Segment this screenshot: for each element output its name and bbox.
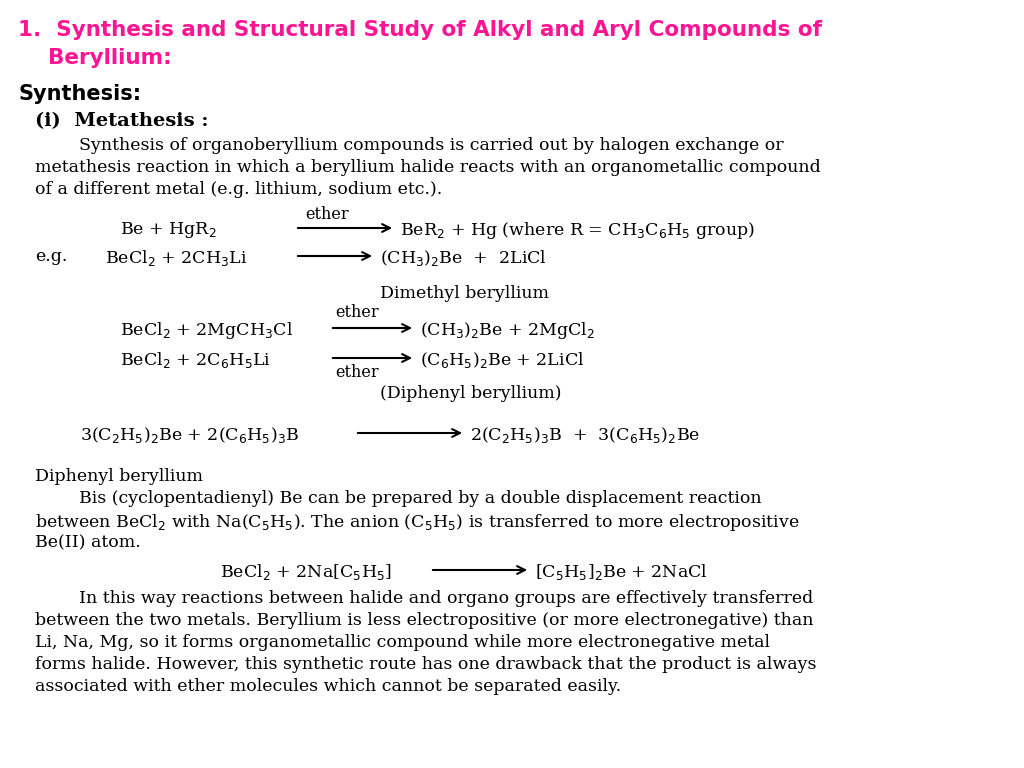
Text: forms halide. However, this synthetic route has one drawback that the product is: forms halide. However, this synthetic ro…: [35, 656, 816, 673]
Text: (CH$_3$)$_2$Be  +  2LiCl: (CH$_3$)$_2$Be + 2LiCl: [380, 248, 547, 268]
Text: In this way reactions between halide and organo groups are effectively transferr: In this way reactions between halide and…: [35, 590, 813, 607]
Text: Synthesis:: Synthesis:: [18, 84, 141, 104]
Text: [C$_5$H$_5$]$_2$Be + 2NaCl: [C$_5$H$_5$]$_2$Be + 2NaCl: [535, 562, 708, 582]
Text: of a different metal (e.g. lithium, sodium etc.).: of a different metal (e.g. lithium, sodi…: [35, 181, 442, 198]
Text: BeCl$_2$ + 2Na[C$_5$H$_5$]: BeCl$_2$ + 2Na[C$_5$H$_5$]: [220, 562, 392, 582]
Text: Bis (cyclopentadienyl) Be can be prepared by a double displacement reaction: Bis (cyclopentadienyl) Be can be prepare…: [35, 490, 762, 507]
Text: BeCl$_2$ + 2CH$_3$Li: BeCl$_2$ + 2CH$_3$Li: [105, 248, 248, 268]
Text: BeCl$_2$ + 2C$_6$H$_5$Li: BeCl$_2$ + 2C$_6$H$_5$Li: [120, 350, 271, 370]
Text: ether: ether: [335, 364, 379, 381]
Text: (C$_6$H$_5$)$_2$Be + 2LiCl: (C$_6$H$_5$)$_2$Be + 2LiCl: [420, 350, 585, 370]
Text: (i)  Metathesis :: (i) Metathesis :: [35, 112, 209, 130]
Text: Synthesis of organoberyllium compounds is carried out by halogen exchange or: Synthesis of organoberyllium compounds i…: [35, 137, 783, 154]
Text: between BeCl$_2$ with Na(C$_5$H$_5$). The anion (C$_5$H$_5$) is transferred to m: between BeCl$_2$ with Na(C$_5$H$_5$). Th…: [35, 512, 800, 533]
Text: associated with ether molecules which cannot be separated easily.: associated with ether molecules which ca…: [35, 678, 622, 695]
Text: BeR$_2$ + Hg (where R = CH$_3$C$_6$H$_5$ group): BeR$_2$ + Hg (where R = CH$_3$C$_6$H$_5$…: [400, 220, 755, 241]
Text: Be + HgR$_2$: Be + HgR$_2$: [120, 220, 217, 240]
Text: ether: ether: [335, 304, 379, 321]
Text: Beryllium:: Beryllium:: [18, 48, 172, 68]
Text: Diphenyl beryllium: Diphenyl beryllium: [35, 468, 203, 485]
Text: 3(C$_2$H$_5$)$_2$Be + 2(C$_6$H$_5$)$_3$B: 3(C$_2$H$_5$)$_2$Be + 2(C$_6$H$_5$)$_3$B: [80, 425, 299, 445]
Text: (Diphenyl beryllium): (Diphenyl beryllium): [380, 385, 561, 402]
Text: 2(C$_2$H$_5$)$_3$B  +  3(C$_6$H$_5$)$_2$Be: 2(C$_2$H$_5$)$_3$B + 3(C$_6$H$_5$)$_2$Be: [470, 425, 700, 445]
Text: between the two metals. Beryllium is less electropositive (or more electronegati: between the two metals. Beryllium is les…: [35, 612, 813, 629]
Text: metathesis reaction in which a beryllium halide reacts with an organometallic co: metathesis reaction in which a beryllium…: [35, 159, 821, 176]
Text: Li, Na, Mg, so it forms organometallic compound while more electronegative metal: Li, Na, Mg, so it forms organometallic c…: [35, 634, 770, 651]
Text: 1.  Synthesis and Structural Study of Alkyl and Aryl Compounds of: 1. Synthesis and Structural Study of Alk…: [18, 20, 822, 40]
Text: (CH$_3$)$_2$Be + 2MgCl$_2$: (CH$_3$)$_2$Be + 2MgCl$_2$: [420, 320, 595, 341]
Text: e.g.: e.g.: [35, 248, 68, 265]
Text: BeCl$_2$ + 2MgCH$_3$Cl: BeCl$_2$ + 2MgCH$_3$Cl: [120, 320, 293, 341]
Text: Be(II) atom.: Be(II) atom.: [35, 534, 140, 551]
Text: Dimethyl beryllium: Dimethyl beryllium: [380, 285, 549, 302]
Text: ether: ether: [305, 206, 348, 223]
